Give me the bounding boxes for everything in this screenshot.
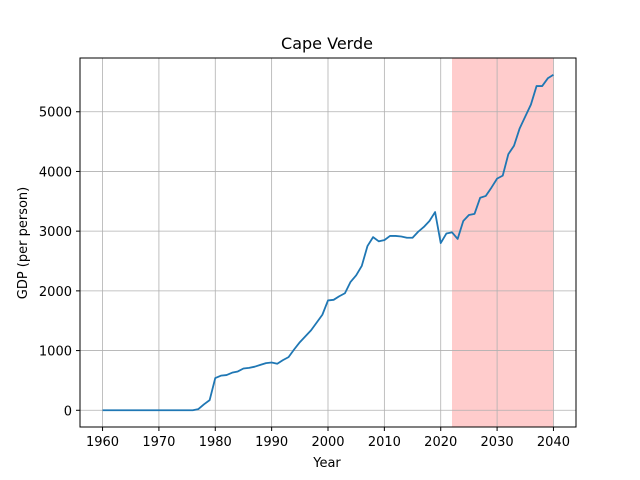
y-tick-label: 1000 — [39, 345, 72, 360]
y-tick-label: 2000 — [39, 285, 72, 300]
x-tick-label: 1980 — [199, 435, 232, 450]
x-tick-label: 2010 — [368, 435, 401, 450]
y-tick-label: 0 — [64, 404, 72, 419]
forecast-highlight-band — [452, 58, 554, 427]
y-tick-label: 5000 — [39, 106, 72, 121]
gdp-series-line — [102, 73, 554, 412]
chart-title: Cape Verde — [281, 34, 373, 53]
y-axis-label: GDP (per person) — [16, 187, 31, 300]
x-tick-label: 2020 — [424, 435, 457, 450]
x-tick-label: 2030 — [481, 435, 514, 450]
x-tick-label: 2040 — [537, 435, 570, 450]
x-tick-label: 1970 — [142, 435, 175, 450]
x-axis-label: Year — [312, 456, 341, 471]
x-tick-label: 1960 — [86, 435, 119, 450]
x-tick-label: 1990 — [255, 435, 288, 450]
x-tick-label: 2000 — [311, 435, 344, 450]
y-tick-label: 3000 — [39, 225, 72, 240]
y-tick-label: 4000 — [39, 165, 72, 180]
